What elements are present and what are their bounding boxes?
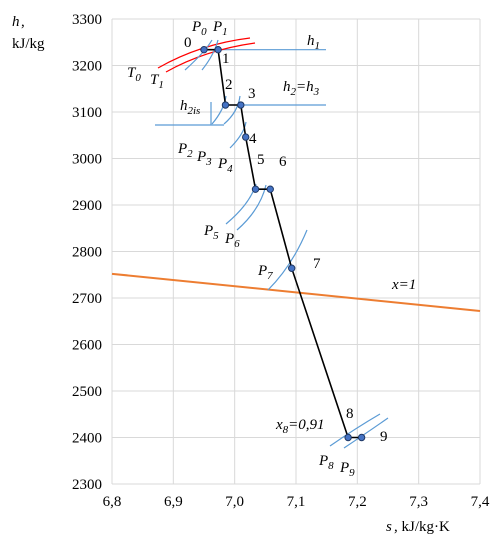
y-tick-label: 3100: [72, 105, 102, 121]
state-number-1: 1: [222, 51, 230, 67]
x-tick-label: 6,8: [103, 494, 122, 510]
label-P6: P6: [224, 231, 240, 250]
y-axis-var: h: [12, 14, 20, 30]
x-tick-label: 7,3: [409, 494, 428, 510]
expansion-process: [200, 45, 366, 442]
isobar-p3: [223, 95, 241, 125]
state-number-5: 5: [257, 152, 265, 168]
isobar-p7: [267, 229, 308, 291]
y-tick-label: 3200: [72, 59, 102, 75]
state-number-3: 3: [248, 86, 256, 102]
x-axis-var: s: [386, 519, 392, 535]
expansion-line: [204, 48, 362, 439]
isobar-p1: [201, 39, 219, 71]
state-number-6: 6: [279, 154, 287, 170]
x-tick-label: 7,0: [225, 494, 244, 510]
isobar-p9: [343, 417, 389, 449]
label-P4: P4: [217, 156, 233, 175]
y-axis-unit: kJ/kg: [12, 36, 45, 52]
label-P9: P9: [339, 460, 355, 479]
y-tick-label: 2700: [72, 291, 102, 307]
isobar-p5: [225, 183, 257, 225]
x-tick-label: 7,1: [287, 494, 306, 510]
label-P0: P0: [191, 19, 207, 38]
label-P8: P8: [318, 453, 334, 472]
state-point-0: [200, 45, 208, 54]
y-tick-label: 3300: [72, 12, 102, 28]
state-number-8: 8: [346, 406, 354, 422]
annotations: 0 1 23 45 6 7 8 9 h1 h2=h3 h2is P0 P1 T0 T1 P2 P3 P4 P5 P6 P…: [127, 19, 416, 479]
state-point-5: [251, 185, 260, 193]
h2is-label: h2is: [180, 98, 200, 117]
state-number-4: 4: [249, 131, 257, 147]
label-T0: T0: [127, 65, 141, 84]
state-point-4: [242, 133, 250, 141]
x-tick-label: 6,9: [164, 494, 183, 510]
state-point-7: [288, 264, 296, 272]
y-tick-label: 2900: [72, 198, 102, 214]
state-point-3: [237, 101, 245, 109]
y-tick-label: 3000: [72, 152, 102, 168]
y-tick-label: 2600: [72, 338, 102, 354]
h1-label: h1: [307, 33, 320, 52]
state-number-7: 7: [313, 256, 321, 272]
saturation-label: x=1: [391, 277, 416, 293]
y-axis-comma: ,: [21, 14, 25, 30]
y-tick-labels: 2300 2400 2500 2600 2700 2800 2900 3000 3100 3200…: [72, 12, 102, 493]
y-tick-label: 2400: [72, 431, 102, 447]
process-curves: [111, 37, 481, 449]
isotherm-t1: [165, 42, 256, 73]
label-P3: P3: [196, 149, 212, 168]
label-P1: P1: [212, 19, 228, 38]
isobar-p8: [329, 413, 381, 447]
x-tick-labels: 6,8 6,9 7,0 7,1 7,2 7,3 7,4: [103, 494, 490, 510]
y-tick-label: 2800: [72, 245, 102, 261]
state-number-2: 2: [225, 77, 233, 93]
isobar-p0: [184, 39, 213, 71]
h2-h3-label: h2=h3: [283, 79, 320, 98]
label-x8: x8=0,91: [275, 417, 325, 436]
state-number-0: 0: [184, 35, 192, 51]
x-tick-label: 7,2: [348, 494, 367, 510]
state-point-9: [357, 433, 366, 442]
isobar-p4: [229, 121, 247, 149]
y-tick-label: 2300: [72, 477, 102, 493]
label-P2: P2: [177, 141, 193, 160]
label-P7: P7: [257, 263, 273, 282]
state-point-1: [214, 45, 222, 54]
state-point-8: [344, 433, 352, 442]
saturation-line: [111, 272, 481, 313]
isobar-p2: [211, 95, 227, 125]
x-axis-unit: , kJ/kg·K: [394, 519, 450, 535]
label-P5: P5: [203, 223, 219, 242]
state-point-6: [266, 185, 274, 193]
isobar-p6: [236, 184, 267, 231]
label-T1: T1: [150, 72, 164, 91]
y-tick-label: 2500: [72, 384, 102, 400]
state-number-9: 9: [380, 429, 388, 445]
grid-lines: [111, 18, 481, 485]
x-tick-label: 7,4: [471, 494, 490, 510]
state-point-2: [221, 101, 230, 109]
